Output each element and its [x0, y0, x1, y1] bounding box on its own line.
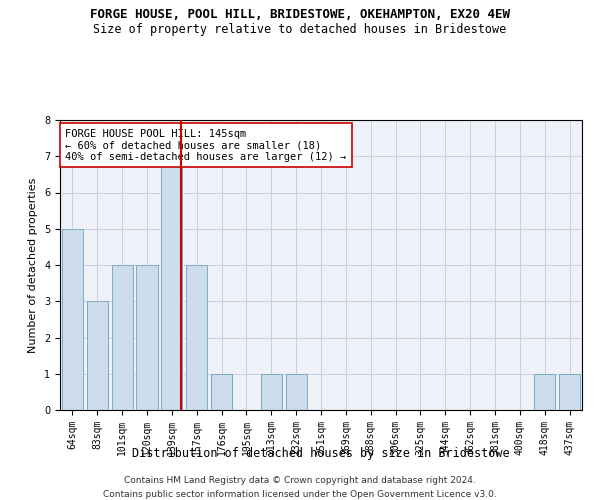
Text: Size of property relative to detached houses in Bridestowe: Size of property relative to detached ho… [94, 22, 506, 36]
Bar [211, 374, 232, 410]
Text: FORGE HOUSE POOL HILL: 145sqm
← 60% of detached houses are smaller (18)
40% of s: FORGE HOUSE POOL HILL: 145sqm ← 60% of d… [65, 128, 346, 162]
Bar [186, 265, 207, 410]
Bar [534, 374, 555, 410]
Bar [62, 229, 83, 410]
Bar [87, 301, 108, 410]
Bar [261, 374, 282, 410]
Text: FORGE HOUSE, POOL HILL, BRIDESTOWE, OKEHAMPTON, EX20 4EW: FORGE HOUSE, POOL HILL, BRIDESTOWE, OKEH… [90, 8, 510, 20]
Text: Contains HM Land Registry data © Crown copyright and database right 2024.: Contains HM Land Registry data © Crown c… [124, 476, 476, 485]
Bar [286, 374, 307, 410]
Bar [136, 265, 158, 410]
Text: Distribution of detached houses by size in Bridestowe: Distribution of detached houses by size … [132, 448, 510, 460]
Text: Contains public sector information licensed under the Open Government Licence v3: Contains public sector information licen… [103, 490, 497, 499]
Bar [112, 265, 133, 410]
Bar [161, 156, 182, 410]
Bar [559, 374, 580, 410]
Y-axis label: Number of detached properties: Number of detached properties [28, 178, 38, 352]
